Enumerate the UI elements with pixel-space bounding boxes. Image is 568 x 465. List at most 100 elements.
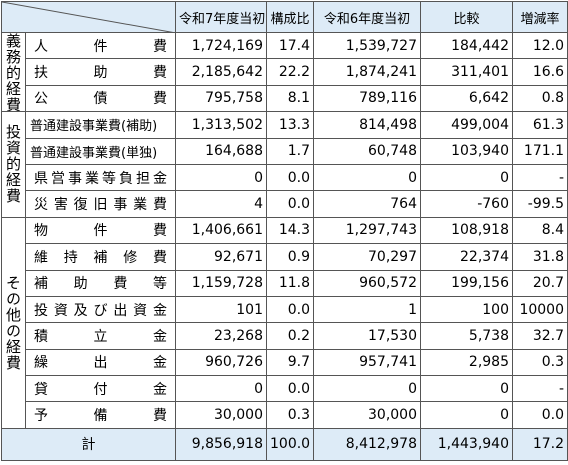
item-name: 維持補修費 [25, 243, 176, 271]
value-cell: - [512, 163, 568, 192]
data-row: 扶助費 2,185,642 22.2 1,874,241 311,401 16.6 [2, 58, 568, 86]
value-cell: 5,738 [420, 322, 513, 350]
value-cell: 1,297,743 [313, 216, 421, 245]
diagonal [2, 2, 171, 32]
item-name: 繰出金 [25, 348, 176, 377]
value-cell: 814,498 [313, 111, 421, 139]
value-cell: 311,401 [420, 58, 513, 86]
item-name: 貸付金 [25, 375, 176, 403]
value-cell: 31.8 [512, 243, 568, 271]
header-row: 令和7年度当初 構成比 令和6年度当初 比較 増減率 [1, 1, 568, 33]
value-cell: - [512, 375, 568, 403]
item-name: 普通建設事業費(補助) [25, 111, 176, 139]
column-header: 令和7年度当初 [175, 1, 267, 33]
value-cell: 10000 [512, 295, 568, 324]
value-cell: 0.2 [266, 322, 314, 350]
value-cell: 795,758 [175, 84, 267, 113]
value-cell: 30,000 [175, 401, 267, 429]
column-header: 令和6年度当初 [313, 1, 421, 33]
value-cell: 32.7 [512, 322, 568, 350]
data-row: 貸付金 0 0.0 0 0- [2, 375, 568, 403]
value-cell: 101 [175, 295, 267, 324]
value-cell: 23,268 [175, 322, 267, 350]
value-cell: 184,442 [420, 31, 513, 60]
value-cell: 171.1 [512, 137, 568, 165]
value-cell: 12.0 [512, 31, 568, 60]
data-row: 普通建設事業費(単独) 164,688 1.7 60,748 103,940 171.1 [2, 137, 568, 165]
data-row: 補助費等 1,159,728 11.8 960,572 199,156 20.7 [2, 269, 568, 297]
column-header: 構成比 [266, 1, 314, 33]
item-name: 県営事業等負担金 [25, 163, 176, 192]
value-cell: 0.0 [512, 401, 568, 429]
total-cell: 1,443,940 [420, 427, 513, 461]
item-name: 物件費 [25, 216, 176, 245]
value-cell: 1,159,728 [175, 269, 267, 297]
data-row: 投資的経費 普通建設事業費(補助) 1,313,502 13.3 814,498 499,… [1, 111, 568, 218]
data-row: 県営事業等負担金 0 0.0 0 0- [2, 163, 568, 192]
value-cell: 0.3 [512, 348, 568, 377]
value-cell: 499,004 [420, 111, 513, 139]
value-cell: 0 [313, 375, 421, 403]
data-row: その他の経費 物件費 1,406,661 14.3 1,297,743 108,918 8.… [1, 216, 568, 429]
corner-cell [1, 1, 176, 33]
value-cell: 1 [313, 295, 421, 324]
value-cell: 2,185,642 [175, 58, 267, 86]
column-header: 増減率 [512, 1, 568, 33]
value-cell: 8.1 [266, 84, 314, 113]
group-label: その他の経費 [1, 216, 26, 429]
item-name: 人件費 [25, 31, 176, 60]
value-cell: 11.8 [266, 269, 314, 297]
value-cell: 960,726 [175, 348, 267, 377]
total-label: 計 [1, 427, 176, 461]
value-cell: 1,406,661 [175, 216, 267, 245]
item-name: 予備費 [25, 401, 176, 429]
total-row: 計 9,856,918 100.0 8,412,978 1,443,940 17.2 [1, 427, 568, 461]
value-cell: -99.5 [512, 190, 568, 218]
value-cell: 0 [313, 163, 421, 192]
value-cell: 1,539,727 [313, 31, 421, 60]
value-cell: 0.8 [512, 84, 568, 113]
item-name: 投資及び出資金 [25, 295, 176, 324]
value-cell: 764 [313, 190, 421, 218]
group-label: 義務的経費 [1, 31, 26, 113]
item-name: 災害復旧事業費 [25, 190, 176, 218]
value-cell: 22.2 [266, 58, 314, 86]
data-row: 積立金 23,268 0.2 17,530 5,738 32.7 [2, 322, 568, 350]
value-cell: 0 [420, 163, 513, 192]
total-cell: 17.2 [512, 427, 568, 461]
item-name: 公債費 [25, 84, 176, 113]
value-cell: -760 [420, 190, 513, 218]
value-cell: 789,116 [313, 84, 421, 113]
value-cell: 0.0 [266, 163, 314, 192]
data-row: 災害復旧事業費 4 0.0 764 -760 -99.5 [2, 190, 568, 218]
item-name: 積立金 [25, 322, 176, 350]
value-cell: 60,748 [313, 137, 421, 165]
value-cell: 103,940 [420, 137, 513, 165]
value-cell: 0.9 [266, 243, 314, 271]
total-cell: 8,412,978 [313, 427, 421, 461]
value-cell: 17,530 [313, 322, 421, 350]
value-cell: 199,156 [420, 269, 513, 297]
value-cell: 2,985 [420, 348, 513, 377]
value-cell: 0.3 [266, 401, 314, 429]
value-cell: 0.0 [266, 295, 314, 324]
value-cell: 4 [175, 190, 267, 218]
data-row: 繰出金 960,726 9.7 957,741 2,985 0.3 [2, 348, 568, 377]
value-cell: 17.4 [266, 31, 314, 60]
value-cell: 108,918 [420, 216, 513, 245]
total-cell: 9,856,918 [175, 427, 267, 461]
value-cell: 30,000 [313, 401, 421, 429]
value-cell: 100 [420, 295, 513, 324]
value-cell: 61.3 [512, 111, 568, 139]
value-cell: 1,874,241 [313, 58, 421, 86]
data-row: 公債費 795,758 8.1 789,116 6,642 0.8 [2, 84, 568, 113]
value-cell: 9.7 [266, 348, 314, 377]
value-cell: 1.7 [266, 137, 314, 165]
value-cell: 20.7 [512, 269, 568, 297]
value-cell: 16.6 [512, 58, 568, 86]
value-cell: 1,724,169 [175, 31, 267, 60]
data-row: 予備費 30,000 0.3 30,000 0 0.0 [2, 401, 568, 429]
value-cell: 0 [175, 375, 267, 403]
value-cell: 164,688 [175, 137, 267, 165]
